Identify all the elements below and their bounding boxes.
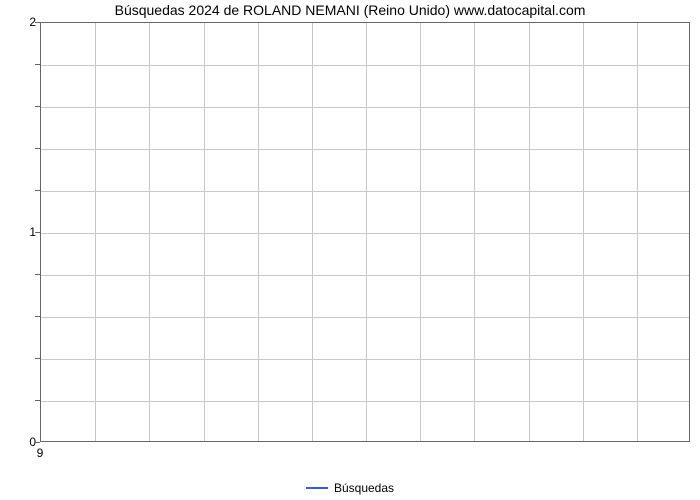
gridline-horizontal-minor bbox=[41, 107, 689, 108]
gridline-vertical bbox=[149, 23, 150, 441]
y-tick-mark bbox=[35, 148, 40, 149]
gridline-vertical bbox=[204, 23, 205, 441]
gridline-vertical bbox=[420, 23, 421, 441]
y-tick-mark bbox=[35, 106, 40, 107]
gridline-vertical bbox=[529, 23, 530, 441]
chart-container: Búsquedas 2024 de ROLAND NEMANI (Reino U… bbox=[0, 0, 700, 500]
chart-title: Búsquedas 2024 de ROLAND NEMANI (Reino U… bbox=[0, 2, 700, 18]
y-tick-mark bbox=[35, 64, 40, 65]
gridline-horizontal-minor bbox=[41, 149, 689, 150]
legend-swatch bbox=[306, 487, 328, 489]
gridline-vertical bbox=[95, 23, 96, 441]
plot-area bbox=[40, 22, 690, 442]
y-tick-mark bbox=[35, 316, 40, 317]
gridline-vertical bbox=[583, 23, 584, 441]
gridline-vertical bbox=[258, 23, 259, 441]
y-tick-mark bbox=[35, 400, 40, 401]
y-tick-label: 0 bbox=[12, 435, 36, 449]
gridline-vertical bbox=[474, 23, 475, 441]
gridline-horizontal-minor bbox=[41, 317, 689, 318]
y-tick-mark bbox=[35, 190, 40, 191]
gridline-vertical bbox=[637, 23, 638, 441]
gridline-horizontal-minor bbox=[41, 359, 689, 360]
gridline-horizontal-minor bbox=[41, 401, 689, 402]
gridline-horizontal-minor bbox=[41, 191, 689, 192]
gridline-horizontal-major bbox=[41, 233, 689, 234]
gridline-horizontal-minor bbox=[41, 65, 689, 66]
y-tick-mark bbox=[35, 442, 40, 443]
legend: Búsquedas bbox=[0, 480, 700, 495]
y-tick-mark bbox=[35, 22, 40, 23]
y-tick-mark bbox=[35, 274, 40, 275]
y-tick-label: 1 bbox=[12, 225, 36, 239]
y-tick-mark bbox=[35, 358, 40, 359]
x-tick-label: 9 bbox=[37, 446, 44, 460]
legend-label: Búsquedas bbox=[334, 481, 394, 495]
gridline-vertical bbox=[366, 23, 367, 441]
y-tick-mark bbox=[35, 232, 40, 233]
y-tick-label: 2 bbox=[12, 15, 36, 29]
gridline-vertical bbox=[312, 23, 313, 441]
gridline-horizontal-minor bbox=[41, 275, 689, 276]
